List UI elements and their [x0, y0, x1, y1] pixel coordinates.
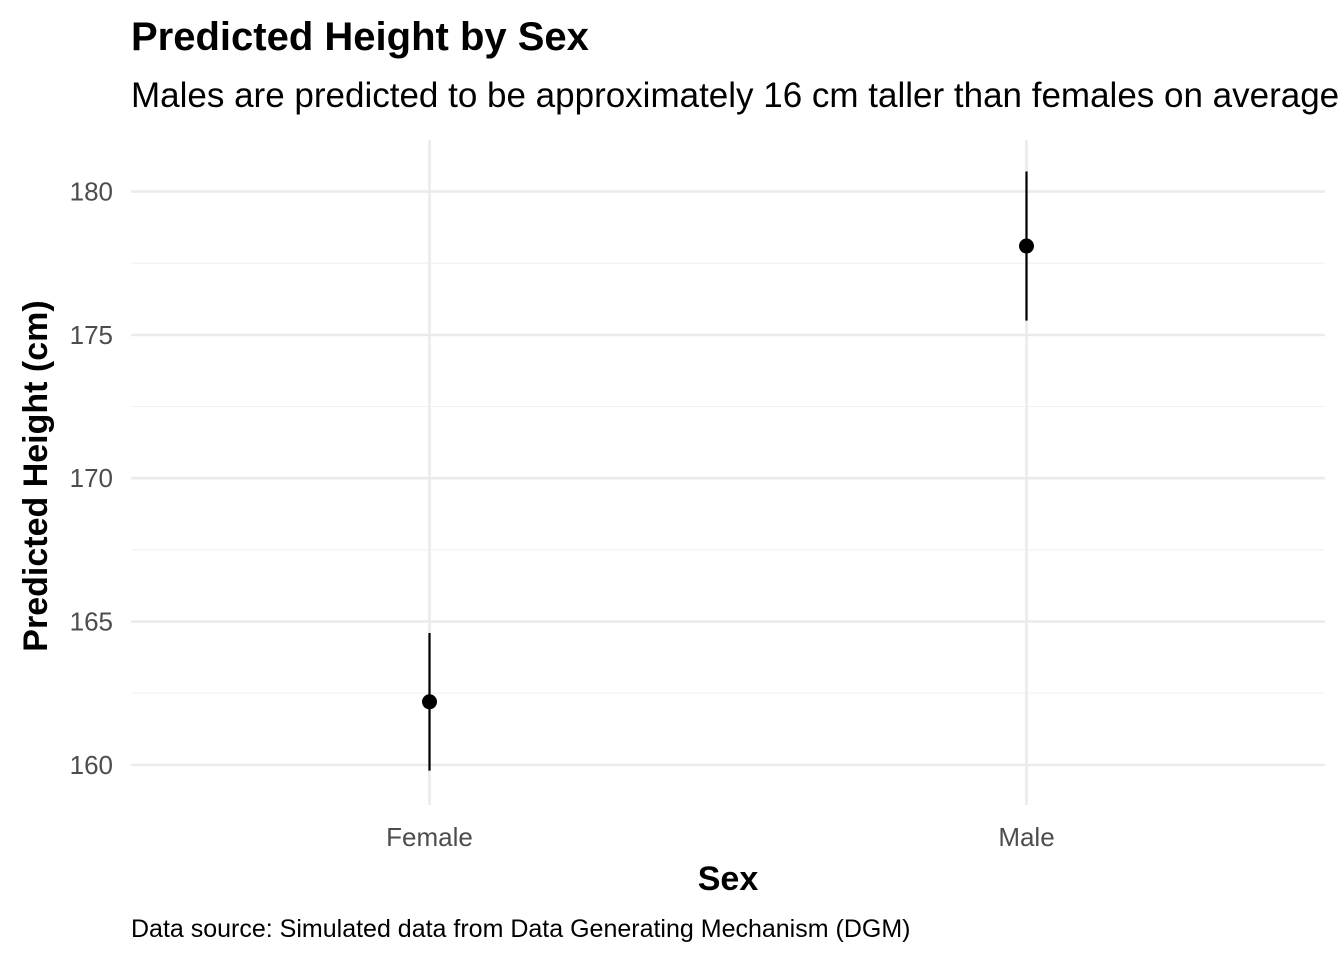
chart-title: Predicted Height by Sex	[131, 15, 589, 59]
major-gridlines-x	[428, 140, 1028, 805]
y-tick-label: 180	[70, 177, 113, 207]
data-points	[422, 238, 1034, 710]
x-tick-label: Female	[386, 822, 473, 852]
x-axis-tick-labels: Female Male	[386, 822, 1055, 852]
y-tick-label: 175	[70, 320, 113, 350]
chart-caption: Data source: Simulated data from Data Ge…	[131, 915, 910, 943]
y-axis-title: Predicted Height (cm)	[17, 300, 55, 651]
plot-panel	[131, 140, 1325, 805]
y-axis-tick-labels: 160 165 170 175 180	[70, 177, 113, 780]
x-tick-label: Male	[998, 822, 1054, 852]
y-tick-label: 170	[70, 463, 113, 493]
y-tick-label: 160	[70, 750, 113, 780]
x-axis-title: Sex	[698, 860, 759, 898]
error-bars	[428, 171, 1028, 771]
major-gridlines-y	[131, 190, 1325, 767]
minor-gridlines	[131, 262, 1325, 694]
data-point-female	[422, 694, 437, 710]
y-tick-label: 165	[70, 607, 113, 637]
data-point-male	[1019, 238, 1034, 254]
chart-subtitle: Males are predicted to be approximately …	[131, 76, 1339, 115]
